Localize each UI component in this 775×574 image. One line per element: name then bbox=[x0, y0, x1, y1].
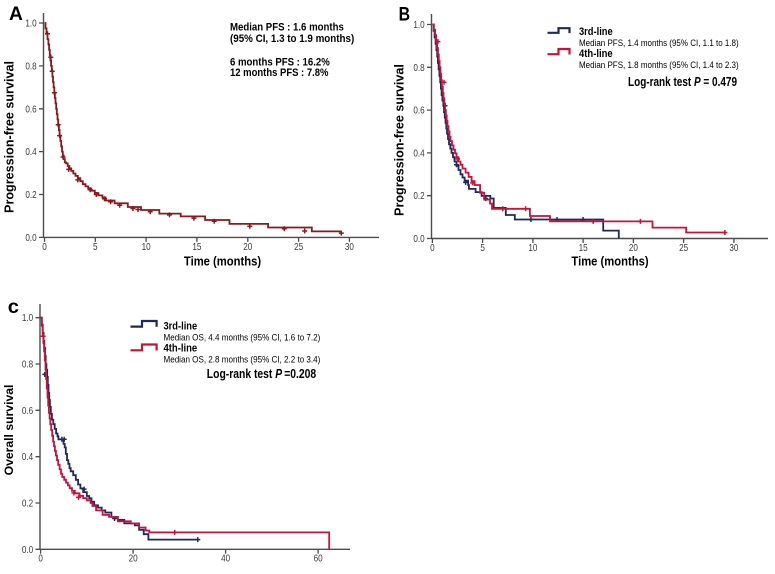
svg-text:0.4: 0.4 bbox=[413, 148, 424, 159]
svg-text:10: 10 bbox=[528, 242, 537, 253]
svg-text:0.0: 0.0 bbox=[413, 233, 424, 244]
svg-text:Median OS, 2.8 months (95% CI,: Median OS, 2.8 months (95% CI, 2.2 to 3.… bbox=[164, 354, 321, 365]
svg-text:60: 60 bbox=[314, 553, 323, 564]
svg-text:1.0: 1.0 bbox=[413, 19, 424, 30]
svg-text:Progression-free survival: Progression-free survival bbox=[393, 64, 407, 216]
svg-text:4th-line: 4th-line bbox=[579, 48, 613, 60]
svg-text:Log-rank test P =0.208: Log-rank test P =0.208 bbox=[207, 368, 317, 381]
svg-text:Log-rank test P = 0.479: Log-rank test P = 0.479 bbox=[628, 76, 737, 89]
svg-text:0: 0 bbox=[38, 553, 43, 564]
svg-text:A: A bbox=[9, 3, 23, 25]
svg-text:0.0: 0.0 bbox=[25, 232, 36, 243]
svg-text:0.8: 0.8 bbox=[22, 359, 33, 370]
svg-text:1.0: 1.0 bbox=[22, 312, 33, 323]
svg-text:Progression-free survival: Progression-free survival bbox=[3, 61, 17, 213]
svg-text:Median PFS, 1.8 months (95% CI: Median PFS, 1.8 months (95% CI, 1.4 to 2… bbox=[579, 59, 739, 70]
svg-text:30: 30 bbox=[345, 241, 354, 252]
svg-text:Overall survival: Overall survival bbox=[2, 385, 16, 476]
svg-text:Time (months): Time (months) bbox=[571, 254, 648, 269]
svg-text:0.2: 0.2 bbox=[25, 189, 36, 200]
svg-text:0.6: 0.6 bbox=[25, 103, 36, 114]
svg-text:0.4: 0.4 bbox=[22, 451, 33, 462]
svg-text:1.0: 1.0 bbox=[25, 18, 36, 29]
svg-text:5: 5 bbox=[480, 242, 485, 253]
svg-text:0.2: 0.2 bbox=[22, 498, 33, 509]
svg-text:B: B bbox=[399, 3, 410, 25]
svg-text:0.6: 0.6 bbox=[22, 405, 33, 416]
svg-text:0.6: 0.6 bbox=[413, 105, 424, 116]
svg-text:(95% CI, 1.3 to 1.9 months): (95% CI, 1.3 to 1.9 months) bbox=[230, 34, 354, 45]
svg-text:0.8: 0.8 bbox=[25, 61, 36, 72]
svg-text:Median PFS, 1.4 months (95% CI: Median PFS, 1.4 months (95% CI, 1.1 to 1… bbox=[579, 37, 739, 48]
svg-text:0: 0 bbox=[430, 242, 435, 253]
svg-text:Time (months): Time (months) bbox=[184, 254, 261, 269]
svg-text:4th-line: 4th-line bbox=[164, 343, 198, 355]
svg-text:Median OS, 4.4 months (95% CI,: Median OS, 4.4 months (95% CI, 1.6 to 7.… bbox=[164, 332, 321, 343]
svg-text:5: 5 bbox=[93, 241, 98, 252]
svg-text:0.0: 0.0 bbox=[22, 544, 33, 555]
svg-text:20: 20 bbox=[129, 553, 138, 564]
svg-text:3rd-line: 3rd-line bbox=[579, 26, 613, 38]
svg-text:25: 25 bbox=[679, 242, 688, 253]
svg-text:0.2: 0.2 bbox=[413, 190, 424, 201]
svg-text:0.4: 0.4 bbox=[25, 146, 36, 157]
svg-text:0: 0 bbox=[42, 241, 47, 252]
svg-text:25: 25 bbox=[294, 241, 303, 252]
svg-text:10: 10 bbox=[142, 241, 151, 252]
svg-text:12 months PFS : 7.8%: 12 months PFS : 7.8% bbox=[230, 67, 328, 79]
svg-text:3rd-line: 3rd-line bbox=[164, 321, 198, 333]
svg-text:20: 20 bbox=[629, 242, 638, 253]
svg-text:6 months PFS : 16.2%: 6 months PFS : 16.2% bbox=[230, 57, 330, 69]
svg-text:20: 20 bbox=[243, 241, 252, 252]
svg-text:30: 30 bbox=[729, 242, 738, 253]
svg-text:15: 15 bbox=[579, 242, 588, 253]
svg-text:15: 15 bbox=[192, 241, 201, 252]
svg-text:c: c bbox=[8, 296, 19, 318]
svg-text:0.8: 0.8 bbox=[413, 62, 424, 73]
svg-text:40: 40 bbox=[221, 553, 230, 564]
svg-text:Median PFS : 1.6 months: Median PFS : 1.6 months bbox=[230, 22, 344, 34]
